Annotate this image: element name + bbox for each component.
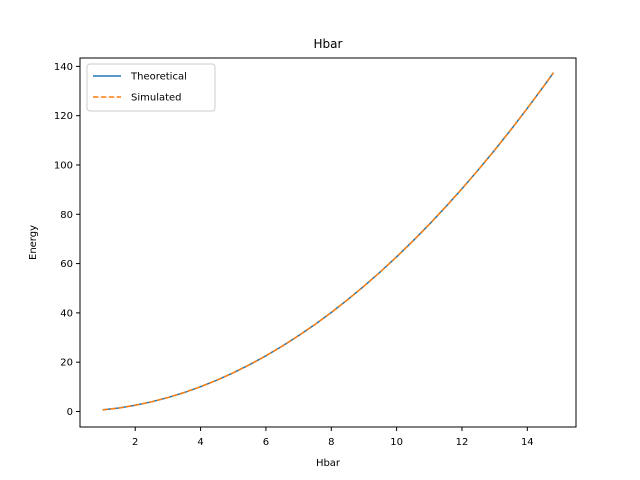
x-tick-label: 14 <box>521 437 534 448</box>
x-tick-label: 10 <box>390 437 403 448</box>
x-tick-label: 2 <box>132 437 138 448</box>
x-axis: 2 4 6 8 10 12 14 <box>132 427 534 448</box>
plot-frame <box>79 57 577 428</box>
y-axis: 0 20 40 60 80 100 120 140 <box>54 62 80 418</box>
y-tick-label: 80 <box>60 210 73 221</box>
y-tick-label: 140 <box>54 62 73 73</box>
legend: Theoretical Simulated <box>86 63 216 112</box>
x-tick-label: 8 <box>328 437 334 448</box>
series-layer <box>102 72 555 411</box>
series-line-theoretical <box>102 72 555 411</box>
y-tick-label: 120 <box>54 111 73 122</box>
chart-title: Hbar <box>314 37 343 51</box>
y-tick-label: 0 <box>67 407 73 418</box>
x-tick-label: 12 <box>456 437 469 448</box>
x-axis-label: Hbar <box>316 458 341 469</box>
legend-label: Theoretical <box>130 72 187 83</box>
x-tick-label: 4 <box>197 437 203 448</box>
y-tick-label: 60 <box>60 259 73 270</box>
plot-area <box>80 58 576 427</box>
y-axis-label: Energy <box>28 225 39 260</box>
y-tick-label: 100 <box>54 160 73 171</box>
legend-label: Simulated <box>131 93 182 104</box>
x-tick-label: 6 <box>263 437 269 448</box>
y-tick-label: 40 <box>60 308 73 319</box>
y-tick-label: 20 <box>60 358 73 369</box>
